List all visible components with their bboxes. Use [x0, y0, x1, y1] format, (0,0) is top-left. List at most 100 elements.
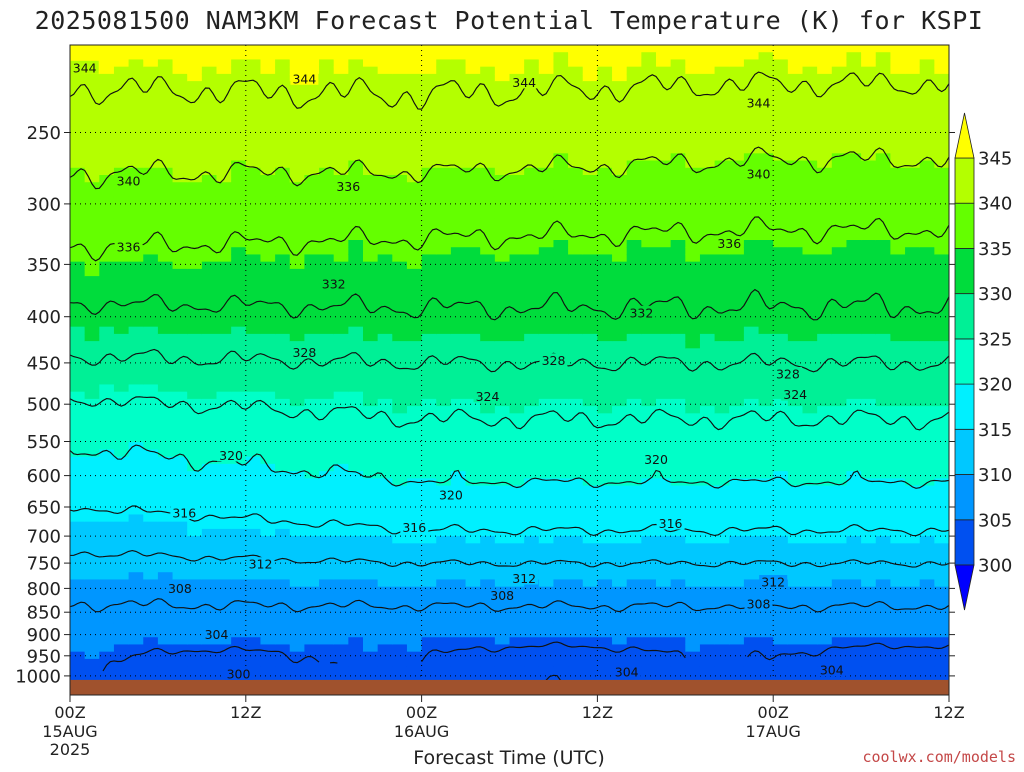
heatmap-cell	[817, 557, 833, 566]
heatmap-cell	[465, 117, 481, 126]
heatmap-cell	[538, 370, 555, 378]
heatmap-cell	[817, 110, 833, 118]
heatmap-cell	[480, 507, 496, 516]
heatmap-cell	[699, 232, 716, 241]
heatmap-cell	[861, 370, 877, 378]
heatmap-cell	[363, 117, 379, 126]
heatmap-cell	[187, 312, 203, 321]
heatmap-cell	[685, 651, 701, 660]
heatmap-cell	[84, 637, 100, 646]
heatmap-cell	[641, 66, 657, 75]
heatmap-cell	[729, 622, 745, 631]
heatmap-cell	[231, 276, 247, 284]
heatmap-cell	[875, 81, 891, 89]
heatmap-cell	[729, 492, 745, 501]
heatmap-cell	[685, 203, 701, 212]
heatmap-cell	[743, 117, 760, 126]
heatmap-cell	[275, 391, 291, 400]
heatmap-cell	[802, 536, 818, 544]
heatmap-cell	[143, 124, 159, 133]
heatmap-cell	[626, 88, 642, 97]
heatmap-cell	[685, 305, 701, 313]
heatmap-cell	[363, 456, 379, 465]
heatmap-cell	[319, 73, 335, 82]
heatmap-cell	[143, 615, 159, 624]
heatmap-cell	[553, 66, 569, 75]
heatmap-cell	[787, 182, 804, 191]
heatmap-cell	[128, 666, 144, 674]
heatmap-cell	[157, 254, 174, 263]
heatmap-cell	[831, 398, 848, 407]
heatmap-cell	[494, 110, 511, 118]
heatmap-cell	[84, 398, 100, 407]
heatmap-cell	[260, 276, 276, 284]
heatmap-cell	[377, 196, 393, 205]
heatmap-cell	[377, 543, 393, 552]
heatmap-cell	[597, 435, 613, 443]
heatmap-cell	[289, 117, 305, 126]
heatmap-cell	[363, 95, 379, 104]
heatmap-cell	[231, 138, 247, 147]
heatmap-cell	[568, 160, 584, 169]
heatmap-cell	[333, 478, 349, 487]
heatmap-cell	[846, 485, 862, 494]
heatmap-cell	[553, 478, 569, 487]
heatmap-cell	[524, 297, 540, 306]
heatmap-cell	[436, 232, 452, 241]
heatmap-cell	[436, 348, 452, 357]
heatmap-cell	[128, 637, 144, 646]
heatmap-cell	[304, 593, 320, 602]
heatmap-cell	[187, 492, 203, 501]
heatmap-cell	[538, 326, 555, 335]
heatmap-cell	[231, 218, 247, 227]
heatmap-cell	[421, 601, 437, 609]
heatmap-cell	[289, 131, 305, 140]
heatmap-cell	[201, 507, 218, 516]
heatmap-cell	[480, 579, 496, 588]
heatmap-cell	[128, 536, 144, 544]
heatmap-cell	[641, 593, 657, 602]
heatmap-cell	[582, 536, 598, 544]
heatmap-cell	[436, 456, 452, 465]
heatmap-cell	[157, 658, 174, 667]
heatmap-cell	[363, 471, 379, 479]
heatmap-cell	[612, 572, 628, 581]
heatmap-cell	[377, 507, 393, 516]
heatmap-cell	[802, 550, 818, 559]
heatmap-cell	[84, 673, 100, 682]
heatmap-cell	[729, 341, 745, 349]
heatmap-cell	[831, 203, 848, 212]
heatmap-cell	[480, 666, 496, 674]
heatmap-cell	[231, 254, 247, 263]
heatmap-cell	[699, 189, 716, 198]
heatmap-cell	[524, 189, 540, 198]
heatmap-cell	[216, 377, 232, 386]
heatmap-cell	[699, 442, 716, 451]
heatmap-cell	[656, 355, 672, 364]
heatmap-cell	[436, 326, 452, 335]
heatmap-cell	[216, 406, 232, 414]
heatmap-cell	[699, 283, 716, 292]
heatmap-cell	[817, 572, 833, 581]
heatmap-cell	[480, 543, 496, 552]
heatmap-cell	[289, 153, 305, 162]
heatmap-cell	[612, 637, 628, 646]
heatmap-cell	[421, 189, 437, 198]
heatmap-cell	[846, 247, 862, 256]
heatmap-cell	[231, 521, 247, 530]
heatmap-cell	[656, 110, 672, 118]
heatmap-cell	[245, 579, 262, 588]
heatmap-cell	[465, 427, 481, 436]
heatmap-cell	[289, 189, 305, 198]
heatmap-cell	[201, 348, 218, 357]
heatmap-cell	[729, 630, 745, 638]
heatmap-cell	[612, 167, 628, 176]
heatmap-cell	[480, 456, 496, 465]
heatmap-cell	[597, 312, 613, 321]
heatmap-cell	[670, 644, 686, 653]
heatmap-cell	[582, 485, 598, 494]
heatmap-cell	[319, 442, 335, 451]
heatmap-cell	[319, 463, 335, 472]
heatmap-cell	[524, 225, 540, 234]
heatmap-cell	[128, 615, 144, 624]
